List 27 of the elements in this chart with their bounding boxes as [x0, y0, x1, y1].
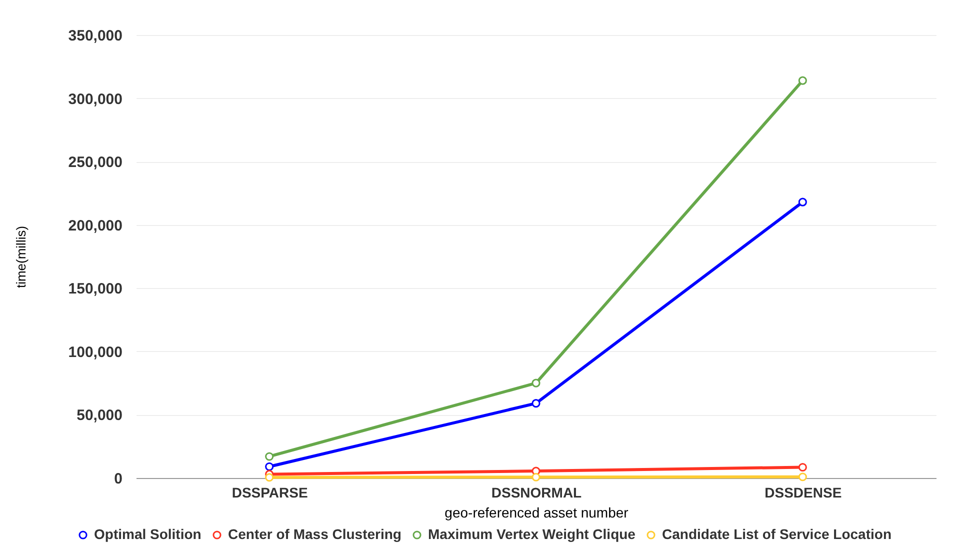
- y-tick-label: 100,000: [68, 344, 122, 361]
- legend-label: Center of Mass Clustering: [228, 526, 402, 542]
- x-axis-title: geo-referenced asset number: [444, 504, 629, 520]
- y-tick-label: 250,000: [68, 154, 122, 172]
- point: [798, 76, 807, 85]
- legend-label: Maximum Vertex Weight Clique: [428, 526, 636, 542]
- point: [265, 452, 274, 461]
- y-tick-label: 0: [114, 470, 122, 488]
- x-tick-label: DSSNORMAL: [491, 484, 582, 500]
- x-tick-label: DSSDENSE: [764, 484, 842, 500]
- point: [532, 399, 540, 408]
- point: [798, 472, 807, 482]
- legend-label: Optimal Solition: [94, 526, 202, 542]
- y-tick-label: 50,000: [76, 407, 122, 424]
- point: [532, 472, 540, 482]
- x-tick-label: DSSPARSE: [232, 484, 308, 500]
- y-axis-title: time(millis): [13, 226, 28, 288]
- y-tick-label: 150,000: [68, 280, 122, 298]
- point: [798, 462, 807, 472]
- y-tick-label: 200,000: [68, 217, 122, 234]
- point: [532, 378, 540, 388]
- point: [265, 462, 274, 471]
- point: [265, 473, 274, 482]
- legend-label: Candidate List of Service Location: [662, 526, 892, 542]
- y-tick-label: 300,000: [68, 90, 122, 108]
- point: [798, 198, 807, 206]
- y-tick-label: 350,000: [68, 28, 122, 44]
